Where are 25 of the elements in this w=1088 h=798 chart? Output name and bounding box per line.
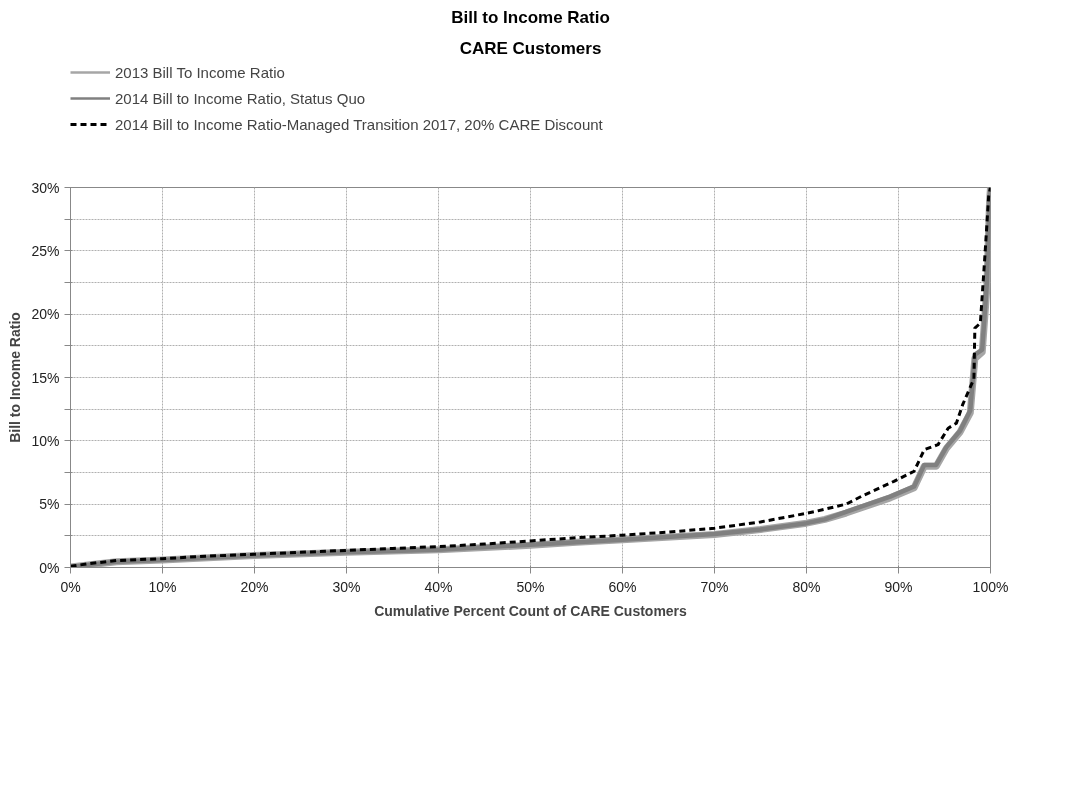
x-tick-label: 90% — [884, 578, 913, 595]
y-tick-label: 5% — [39, 496, 60, 513]
y-tick-label: 0% — [39, 559, 60, 576]
chart-subtitle: CARE Customers — [459, 38, 602, 58]
x-tick-label: 40% — [424, 578, 453, 595]
legend-label: 2013 Bill To Income Ratio — [115, 63, 285, 81]
y-tick-label: 30% — [31, 179, 60, 196]
x-tick-label: 80% — [792, 578, 821, 595]
chart-title: Bill to Income Ratio — [451, 7, 610, 27]
y-tick-label: 20% — [31, 306, 60, 323]
x-tick-label: 100% — [972, 578, 1009, 595]
legend-label: 2014 Bill to Income Ratio, Status Quo — [115, 89, 366, 107]
x-tick-label: 0% — [60, 578, 81, 595]
y-tick-label: 10% — [31, 432, 60, 449]
x-tick-label: 30% — [332, 578, 361, 595]
x-axis-title: Cumulative Percent Count of CARE Customers — [374, 602, 688, 619]
y-tick-label: 25% — [31, 242, 60, 259]
x-tick-label: 70% — [700, 578, 729, 595]
x-tick-label: 50% — [516, 578, 545, 595]
y-axis-title: Bill to Income Ratio — [7, 312, 24, 443]
x-tick-label: 10% — [148, 578, 177, 595]
x-tick-label: 20% — [240, 578, 269, 595]
y-tick-label: 15% — [31, 369, 60, 386]
x-tick-label: 60% — [608, 578, 637, 595]
legend-label: 2014 Bill to Income Ratio-Managed Transition 2017, 20% CARE Discount — [115, 115, 603, 133]
